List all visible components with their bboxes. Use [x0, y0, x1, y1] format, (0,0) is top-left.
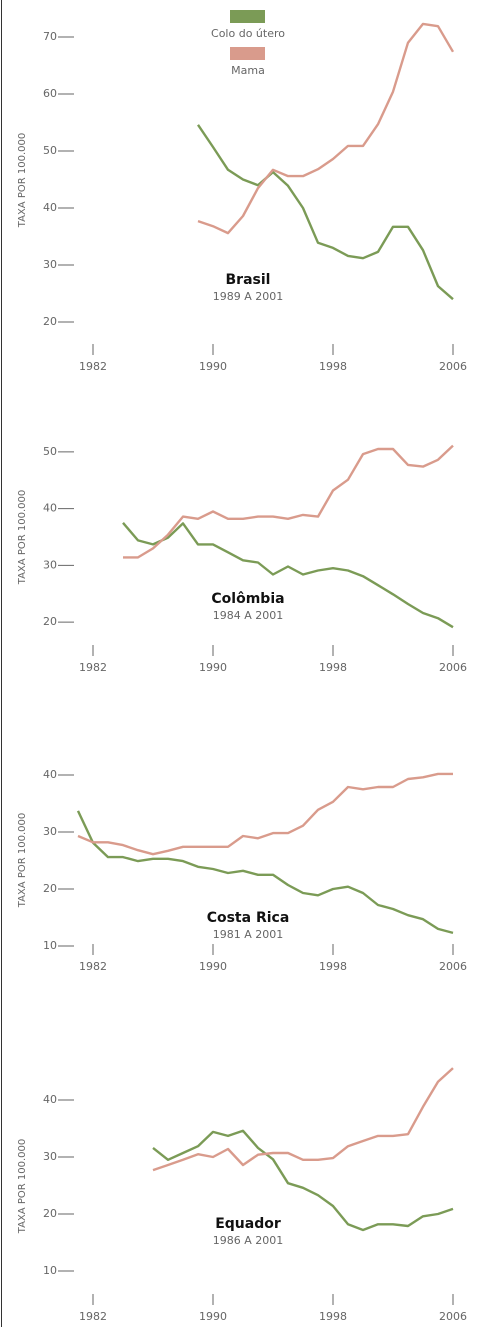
y-tick-label: 50	[43, 144, 57, 157]
y-tick-label: 40	[43, 1093, 57, 1106]
y-tick-label: 20	[43, 882, 57, 895]
y-tick-label: 10	[43, 1264, 57, 1277]
x-tick-label: 1982	[79, 661, 107, 674]
x-tick-label: 1982	[79, 1310, 107, 1323]
y-tick-label: 10	[43, 939, 57, 952]
y-tick-label: 40	[43, 201, 57, 214]
x-tick-label: 1998	[319, 960, 347, 973]
line-series	[123, 444, 454, 559]
y-tick-label: 30	[43, 558, 57, 571]
line-series	[77, 772, 453, 856]
chart-subtitle: 1989 A 2001	[213, 290, 284, 303]
chart-title: Colômbia	[211, 591, 284, 607]
y-axis-label: TAXA POR 100.000	[17, 813, 28, 908]
legend-swatch	[230, 47, 265, 60]
legend-swatch	[230, 10, 265, 23]
x-tick-label: 2006	[439, 960, 467, 973]
x-tick-label: 1990	[199, 360, 227, 373]
x-tick-label: 2006	[439, 360, 467, 373]
chart-subtitle: 1986 A 2001	[213, 1234, 284, 1247]
y-tick-label: 20	[43, 315, 57, 328]
y-axis-label: TAXA POR 100.000	[17, 490, 28, 585]
line-series	[197, 22, 455, 235]
y-tick-label: 50	[43, 445, 57, 458]
line-series	[76, 810, 454, 935]
y-tick-label: 70	[43, 30, 57, 43]
x-tick-label: 1990	[199, 960, 227, 973]
chart-subtitle: 1981 A 2001	[213, 928, 284, 941]
y-tick-label: 20	[43, 1207, 57, 1220]
y-tick-label: 40	[43, 768, 57, 781]
chart-title: Brasil	[226, 272, 271, 288]
line-series	[152, 1129, 454, 1232]
x-tick-label: 2006	[439, 1310, 467, 1323]
x-tick-label: 1990	[199, 1310, 227, 1323]
chart-subtitle: 1984 A 2001	[213, 609, 284, 622]
y-tick-label: 30	[43, 1150, 57, 1163]
x-tick-label: 1998	[319, 360, 347, 373]
x-tick-label: 1998	[319, 661, 347, 674]
y-tick-label: 40	[43, 502, 57, 515]
y-tick-label: 20	[43, 615, 57, 628]
chart-title: Costa Rica	[207, 910, 290, 926]
y-tick-label: 60	[43, 87, 57, 100]
y-tick-label: 30	[43, 258, 57, 271]
line-series	[122, 522, 454, 629]
chart-title: Equador	[215, 1216, 281, 1232]
x-tick-label: 2006	[439, 661, 467, 674]
x-tick-label: 1982	[79, 360, 107, 373]
y-tick-label: 30	[43, 825, 57, 838]
x-tick-label: 1990	[199, 661, 227, 674]
legend-label: Colo do útero	[211, 27, 285, 40]
y-axis-label: TAXA POR 100.000	[17, 1139, 28, 1234]
x-tick-label: 1982	[79, 960, 107, 973]
line-series	[197, 124, 454, 301]
legend-label: Mama	[231, 64, 265, 77]
x-tick-label: 1998	[319, 1310, 347, 1323]
line-series	[152, 1067, 454, 1172]
y-axis-label: TAXA POR 100.000	[17, 133, 28, 228]
